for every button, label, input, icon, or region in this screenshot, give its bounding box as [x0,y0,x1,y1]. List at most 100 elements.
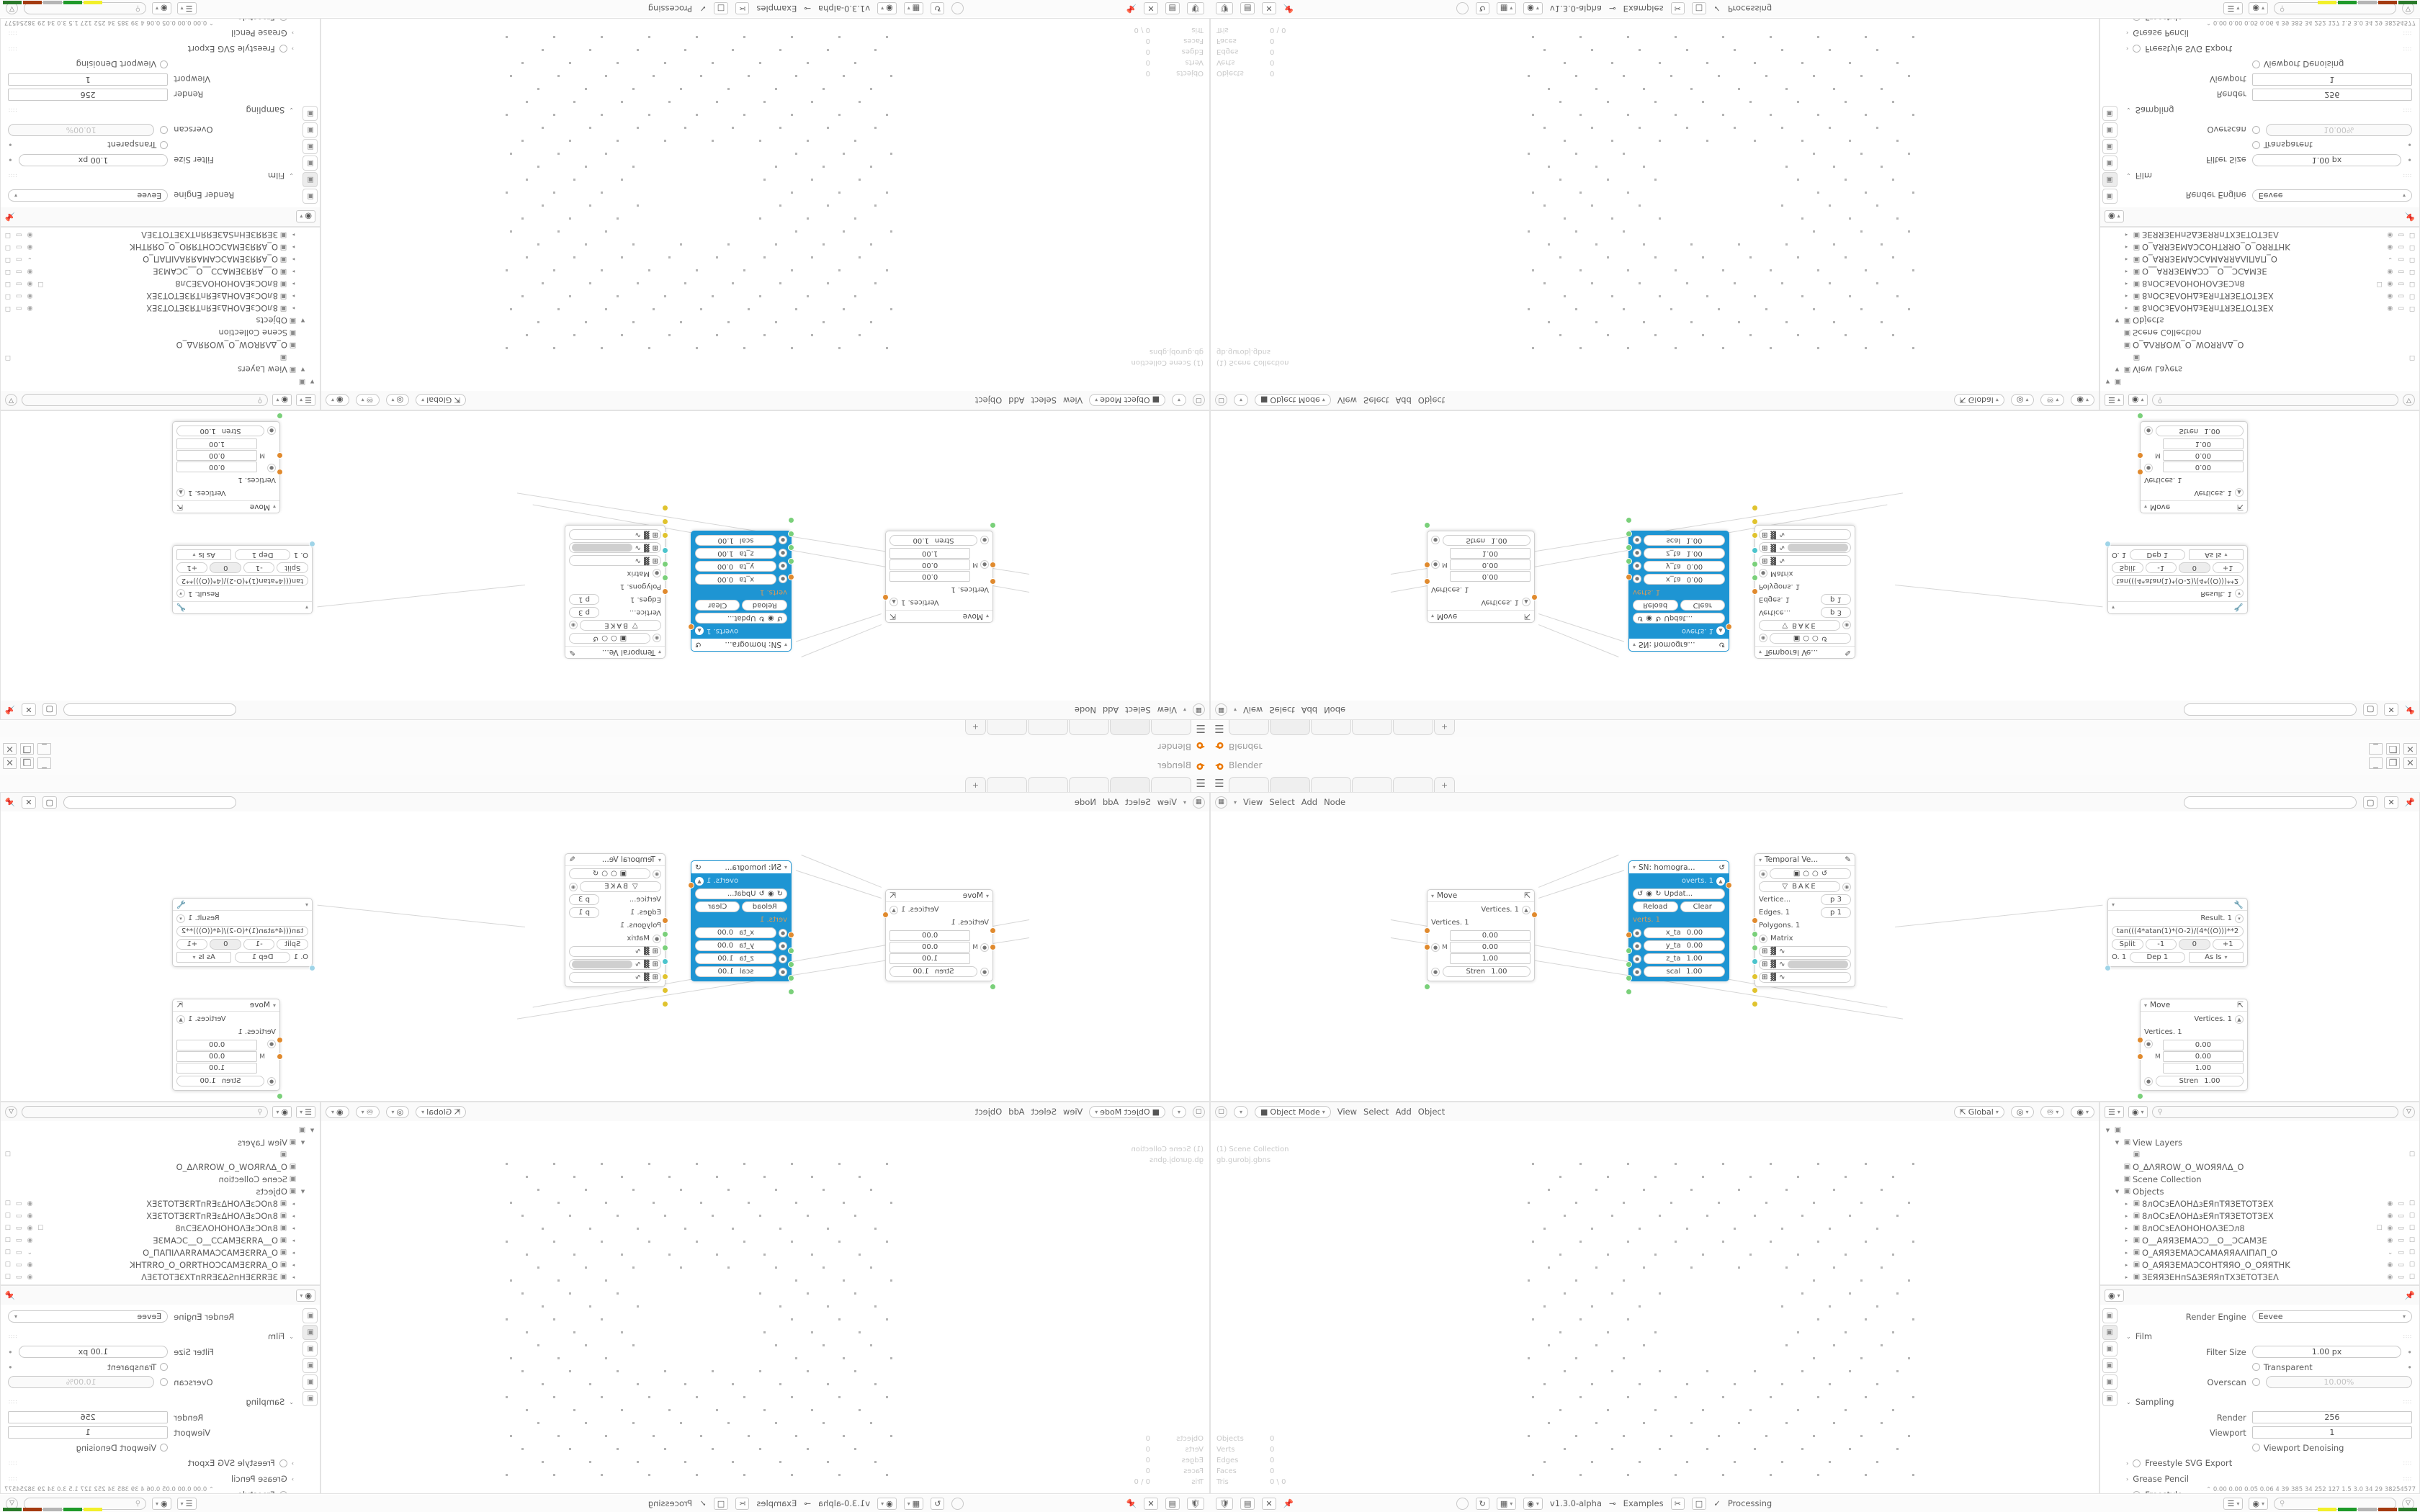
node-tree-name-field[interactable] [63,796,236,809]
animate-icon[interactable]: ● [980,536,989,545]
sv-refresh-icon[interactable]: ↻ [931,1497,945,1510]
outliner-row[interactable]: ▣ Scene Collection [1,1173,320,1185]
camera-icon[interactable]: ☐ [2408,292,2415,300]
asis-label[interactable]: As Is [2205,551,2222,559]
drag-handle-icon[interactable]: ∷∷ [8,1398,17,1405]
examples-menu[interactable]: Examples [756,4,797,14]
camera-icon[interactable]: ☐ [2408,1261,2415,1269]
property-value-field[interactable]: 1 [2251,1426,2412,1439]
node-formula-top[interactable]: ▾ 🔧 Result. 1 ▾ tan(((4*atan(1)*(O-2)/(4… [172,541,315,614]
camera-icon[interactable]: ☐ [5,1236,12,1244]
chevron-down-icon[interactable]: ▾ [1633,642,1636,648]
animate-icon[interactable]: ● [267,1040,276,1048]
outliner-row-toggles[interactable]: ⌄ ▭ ☐ [2388,256,2415,264]
animate-icon[interactable]: ● [653,934,661,943]
animate-icon[interactable]: ● [779,562,787,571]
socket-badge[interactable]: p 1 [1821,594,1851,605]
animate-icon[interactable]: ● [2144,426,2153,436]
property-checkbox-wrap[interactable]: Transparent [19,138,169,153]
screen-icon[interactable]: ▭ [2398,1212,2404,1220]
camera-icon[interactable]: ☐ [5,231,12,239]
copy-icon[interactable]: ▤ [1240,1497,1255,1510]
disclosure-triangle-icon[interactable]: ▸ [2125,1200,2128,1207]
eye-icon[interactable]: ◉ [2387,1200,2393,1207]
outliner-row-toggles[interactable]: ◉ ▭ ☐ [2388,269,2415,276]
properties-section-header[interactable]: ⌄ Sampling ∷∷ [8,102,294,118]
screen-icon[interactable]: ▭ [16,231,22,239]
proportional-edit-selector[interactable]: ◉ ▾ [2071,394,2094,407]
workspace-tab-1[interactable] [1270,777,1310,792]
display-mode-icon[interactable]: ◉ ▾ [2128,394,2148,407]
socket-badge[interactable]: p 3 [1821,607,1851,618]
expand-icon[interactable]: ▾ [176,589,185,598]
script-param-value[interactable]: 0.00 [1686,575,1703,583]
node-editor-icon[interactable]: ▦ [1215,703,1227,716]
camera-icon[interactable]: ☐ [5,1261,12,1269]
animate-property-icon[interactable]: • [2407,155,2412,166]
blender-icon[interactable]: ◉ [1646,890,1653,898]
workspace-tab-2[interactable] [1069,720,1109,735]
node-header[interactable]: ▾ Move ⇱ [2141,500,2247,513]
color-bar[interactable] [1788,557,1848,564]
node-move[interactable]: ▾ Move ⇱ Vertices. 1 ▲ Vertices. 1 [882,889,996,990]
node-sn-homography[interactable]: ▾ SN: homogra... ↺ overts. 1 ▲ ↺ ◉ [1626,860,1732,995]
color-mode-icon[interactable]: ∿ [635,973,641,981]
outliner-row[interactable]: ▣ Scene Collection [2100,327,2419,339]
loop-icon[interactable]: ↺ [592,870,599,878]
camera-icon[interactable]: ☐ [2408,1248,2415,1256]
outliner-row-toggles[interactable]: ◉ ▭ ☐ [5,1237,32,1244]
circle-icon[interactable]: ○ [610,870,617,878]
outliner-row[interactable]: ▸▣◦ЅSː✦ƆƆ✦ЯЯ◦ЯЯ✦Ɔ✦ːЅЅ◦◉▭☐ [2100,1283,2419,1285]
property-value-field[interactable]: 10.00% [2265,124,2412,136]
outliner-icon[interactable]: ☰ ▾ [2223,1497,2244,1510]
viewport-3d-icon[interactable]: ▢ [1193,1105,1205,1118]
expand-icon[interactable]: ▲ [1522,905,1531,914]
expand-icon[interactable]: ▾ [176,914,185,923]
animate-icon[interactable]: ● [1759,569,1767,578]
outliner-row[interactable]: ▣ Scene Collection [1,327,320,339]
properties-tab-output-icon[interactable]: ▣ [2102,1341,2118,1356]
sv-refresh-icon[interactable]: ↻ [931,2,945,15]
property-value-field[interactable]: 1.00 px [2251,1346,2402,1358]
disclosure-triangle-icon[interactable]: ▸ [292,281,295,287]
menu-select[interactable]: Select [1269,797,1295,807]
menu-select[interactable]: Select [1031,1107,1057,1117]
outliner-row-toggles[interactable]: ⌄ ▭ ☐ [5,256,32,264]
filter-icon[interactable]: ▽ [2403,394,2415,407]
screen-icon[interactable]: ▭ [2398,1273,2404,1281]
snap-selector[interactable]: ♾ ▾ [355,394,380,407]
node-temporal-viewer[interactable]: ▾ Temporal Ve... ✎ ◉ ▣ ○ ○ [1752,505,1855,659]
properties-collapsed-section[interactable]: › Grease Pencil ∷∷ [2126,25,2412,41]
outliner-tree[interactable]: ▼ ▣ ▼ ▣ View Layers ▣ ☐ ▣ O_ΔΛЯROW_O_WOЯЯΛΔ_O ▣ Sc… [2100,227,2419,391]
strength-value[interactable]: 1.00 [913,968,929,976]
properties-section-header[interactable]: ⌄ Film ∷∷ [8,1328,294,1344]
expand-icon[interactable]: ▲ [2235,1014,2244,1024]
input-socket-vector[interactable] [1424,944,1430,950]
eye-icon[interactable]: ◉ [27,1261,33,1269]
checkbox[interactable] [279,1459,287,1467]
chevron-down-icon[interactable]: ▾ [1431,892,1435,899]
bake-label[interactable]: BAKE [603,883,628,891]
pin-icon[interactable]: 📌 [5,705,16,715]
node-move-2[interactable]: ▾ Move ⇱ Vertices. 1 ▲ Vertices. 1 ● [2137,413,2248,513]
frame-icon[interactable]: □ [1691,1497,1707,1510]
eye-icon[interactable]: ◉ [2387,268,2393,276]
workspace-tab-4[interactable] [987,720,1027,735]
script-icon[interactable]: ✂ [1670,1497,1685,1510]
vector-y-field[interactable]: 0.00 [176,450,258,461]
animate-icon[interactable]: ● [1633,954,1641,963]
color-bar[interactable] [1788,960,1848,968]
output-socket[interactable] [882,912,889,918]
properties-tab-scene-icon[interactable]: ▣ [302,1374,318,1390]
input-socket-vector[interactable] [2137,452,2143,459]
color-bar[interactable] [572,973,632,981]
outliner-row[interactable]: ▸ ▣ 8лOCзEΛOHΔзEЯпTЯЗETOTЗEX ◉ ▭ ☐ [2100,290,2419,302]
property-value-field[interactable]: 1.00 px [18,154,169,166]
outliner-row[interactable]: ▸ ▣ 8лOCзEΛOHΔзEЯпTЯЗETOTЗEX ◉ ▭ ☐ [2100,1210,2419,1222]
menu-node[interactable]: Node [1324,797,1346,807]
outliner-row[interactable]: ▼ ▣ Objects [1,315,320,327]
screen-icon[interactable]: ▭ [16,1261,22,1269]
animate-icon[interactable]: ● [1633,536,1641,545]
input-socket-strength[interactable] [990,522,996,528]
outliner-row-toggles[interactable]: ◉ ▭ ☐ [5,244,32,251]
